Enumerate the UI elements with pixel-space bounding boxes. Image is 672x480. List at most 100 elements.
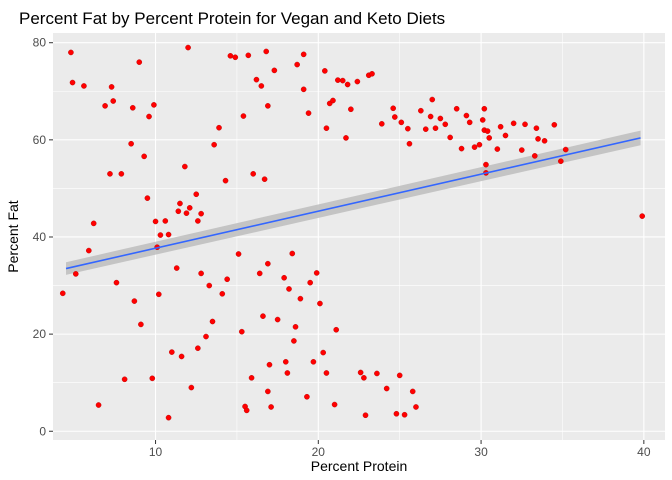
data-point bbox=[362, 412, 369, 419]
data-point bbox=[121, 376, 128, 383]
data-point bbox=[409, 388, 416, 395]
data-point bbox=[533, 125, 540, 131]
data-point bbox=[203, 333, 209, 340]
data-point bbox=[297, 295, 304, 302]
data-point bbox=[185, 44, 191, 51]
data-point bbox=[304, 393, 310, 400]
data-point bbox=[239, 328, 245, 335]
data-point bbox=[442, 121, 449, 128]
chart-title: Percent Fat by Percent Protein for Vegan… bbox=[19, 9, 445, 28]
data-point bbox=[198, 210, 204, 217]
data-point bbox=[268, 404, 274, 410]
data-point bbox=[639, 213, 646, 219]
data-point bbox=[401, 411, 408, 418]
data-point bbox=[497, 123, 504, 130]
data-point bbox=[81, 83, 87, 89]
data-point bbox=[307, 279, 313, 286]
data-point bbox=[162, 218, 169, 224]
data-point bbox=[165, 231, 172, 238]
data-point bbox=[224, 276, 230, 283]
data-point bbox=[479, 117, 486, 123]
x-tick-label: 10 bbox=[149, 445, 163, 459]
grid bbox=[53, 33, 665, 440]
data-point bbox=[108, 84, 115, 90]
data-point bbox=[398, 119, 405, 126]
data-point bbox=[141, 153, 147, 160]
data-point bbox=[471, 144, 478, 150]
data-point bbox=[429, 96, 436, 103]
data-point bbox=[265, 260, 271, 267]
data-point bbox=[331, 401, 338, 408]
data-point bbox=[107, 171, 113, 177]
data-point bbox=[484, 128, 491, 134]
data-point bbox=[413, 404, 419, 410]
data-point bbox=[392, 114, 398, 120]
data-point bbox=[253, 76, 260, 83]
data-point bbox=[245, 52, 252, 59]
data-point bbox=[258, 83, 265, 89]
data-point bbox=[339, 77, 346, 84]
data-point bbox=[219, 291, 226, 297]
data-point bbox=[136, 59, 143, 65]
data-point bbox=[518, 147, 525, 153]
data-point bbox=[222, 177, 229, 184]
data-point bbox=[406, 140, 413, 147]
data-point bbox=[129, 104, 136, 111]
data-point bbox=[322, 68, 328, 74]
data-point bbox=[59, 290, 66, 297]
data-point bbox=[300, 86, 307, 93]
data-point bbox=[177, 200, 183, 207]
data-point bbox=[240, 113, 247, 119]
data-point bbox=[305, 110, 312, 116]
data-point bbox=[256, 270, 263, 277]
data-point bbox=[481, 105, 488, 112]
data-point bbox=[541, 138, 548, 144]
data-point bbox=[248, 375, 255, 381]
data-point bbox=[271, 67, 278, 74]
data-point bbox=[206, 282, 213, 289]
data-point bbox=[335, 77, 341, 83]
data-point bbox=[260, 313, 266, 319]
data-point bbox=[286, 286, 292, 292]
data-point bbox=[157, 232, 164, 238]
data-point bbox=[274, 316, 281, 323]
data-point bbox=[486, 135, 493, 141]
data-point bbox=[558, 158, 564, 165]
data-point bbox=[510, 120, 517, 127]
data-point bbox=[383, 385, 390, 392]
data-point bbox=[188, 384, 195, 391]
y-tick-label: 60 bbox=[33, 133, 47, 147]
data-point bbox=[151, 102, 157, 108]
data-point bbox=[265, 388, 271, 395]
x-tick-label: 30 bbox=[474, 445, 488, 459]
data-point bbox=[86, 247, 92, 254]
data-point bbox=[357, 369, 364, 376]
data-point bbox=[128, 140, 134, 147]
y-tick-label: 20 bbox=[33, 327, 47, 341]
data-point bbox=[216, 124, 222, 131]
data-point bbox=[447, 134, 453, 141]
data-point bbox=[390, 105, 396, 112]
data-point bbox=[483, 161, 489, 168]
data-point bbox=[333, 326, 340, 333]
data-point bbox=[531, 153, 538, 159]
data-point bbox=[69, 79, 76, 86]
data-point bbox=[300, 51, 307, 58]
data-point bbox=[343, 135, 349, 141]
data-point bbox=[313, 270, 320, 276]
trend-line bbox=[65, 137, 641, 270]
data-point bbox=[282, 359, 289, 365]
data-point bbox=[186, 205, 193, 211]
data-point bbox=[102, 103, 108, 109]
data-point bbox=[432, 125, 439, 131]
data-point bbox=[235, 251, 242, 257]
x-tick-label: 40 bbox=[637, 445, 651, 459]
data-point bbox=[369, 70, 375, 77]
data-point bbox=[396, 372, 403, 379]
data-point bbox=[463, 112, 470, 119]
data-point bbox=[393, 410, 400, 417]
trend-line-layer bbox=[65, 137, 641, 270]
data-point bbox=[138, 321, 144, 328]
